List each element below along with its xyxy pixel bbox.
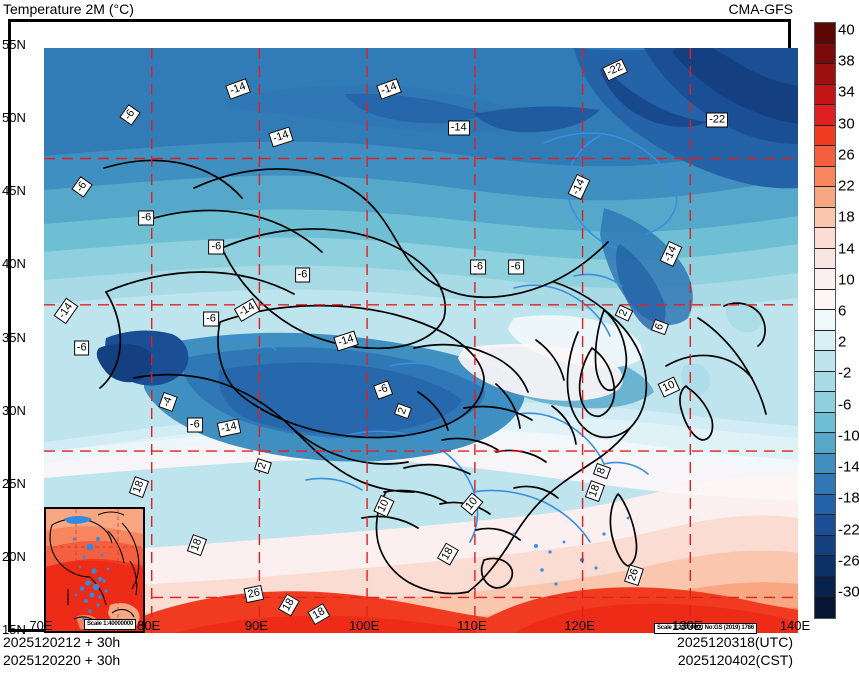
colorbar-tick: 30 bbox=[838, 115, 855, 133]
inset-scale-label: Scale 1:40000000 bbox=[84, 619, 137, 630]
colorbar-tick: -10 bbox=[838, 427, 859, 445]
contour-label: -6 bbox=[294, 267, 311, 283]
colorbar-band bbox=[815, 207, 835, 229]
lon-tick-100E: 100E bbox=[348, 618, 380, 633]
colorbar-band bbox=[815, 515, 835, 536]
colorbar-band bbox=[815, 310, 835, 331]
map-scale-label: Scale 1:20000000 No:GS (2019) 1786 bbox=[654, 623, 757, 634]
contour-label: -6 bbox=[186, 417, 203, 433]
contour-label: -22 bbox=[706, 112, 729, 128]
contour-label: -6 bbox=[208, 239, 225, 255]
colorbar-band bbox=[815, 146, 835, 167]
colorbar-band bbox=[815, 166, 835, 188]
colorbar-tick: 38 bbox=[838, 52, 855, 70]
lat-tick-30N: 30N bbox=[2, 402, 26, 418]
contour-label: 26 bbox=[243, 584, 265, 603]
colorbar-band bbox=[815, 392, 835, 413]
valid-time-cst-label: 2025120402(CST) bbox=[677, 652, 793, 668]
contour-label: -6 bbox=[73, 340, 90, 356]
colorbar-tick: 10 bbox=[838, 271, 855, 289]
colorbar-tick: 18 bbox=[838, 208, 855, 226]
colorbar-tick: 22 bbox=[838, 177, 855, 195]
valid-time-utc-label: 2025120318(UTC) bbox=[677, 634, 793, 650]
colorbar-band bbox=[815, 433, 835, 454]
init-time-utc-label: 2025120212 + 30h bbox=[3, 634, 121, 650]
colorbar-tick: 14 bbox=[838, 240, 855, 258]
contour-label: -6 bbox=[138, 210, 155, 226]
colorbar-band bbox=[815, 43, 835, 65]
lon-tick-70E: 70E bbox=[29, 618, 53, 633]
colorbar-tick: -26 bbox=[838, 552, 859, 570]
lon-tick-80E: 80E bbox=[137, 618, 161, 633]
contour-label: -6 bbox=[470, 259, 486, 275]
colorbar-band bbox=[815, 289, 835, 311]
colorbar-band bbox=[815, 187, 835, 208]
colorbar-tick: -2 bbox=[838, 364, 852, 382]
colorbar-band bbox=[815, 84, 835, 106]
colorbar-band bbox=[815, 494, 835, 516]
lat-tick-25N: 25N bbox=[2, 475, 26, 491]
colorbar-band bbox=[815, 269, 835, 290]
colorbar-band bbox=[815, 474, 835, 495]
colorbar-tick: 6 bbox=[838, 302, 847, 320]
colorbar-band bbox=[815, 105, 835, 126]
colorbar-band bbox=[815, 556, 835, 577]
colorbar-tick: -6 bbox=[838, 396, 852, 414]
colorbar-tick: -14 bbox=[838, 458, 859, 476]
colorbar-band bbox=[815, 330, 835, 352]
colorbar-band bbox=[815, 535, 835, 557]
colorbar-band bbox=[815, 371, 835, 393]
colorbar-band bbox=[815, 597, 835, 618]
colorbar-band bbox=[815, 576, 835, 598]
init-time-cst-label: 2025120220 + 30h bbox=[3, 652, 121, 668]
colorbar-tick: -30 bbox=[838, 583, 859, 601]
colorbar-band bbox=[815, 412, 835, 434]
lat-tick-20N: 20N bbox=[2, 548, 26, 564]
colorbar-tick: -18 bbox=[838, 489, 859, 507]
lon-tick-90E: 90E bbox=[244, 618, 268, 633]
colorbar-tick: 34 bbox=[838, 83, 855, 101]
lon-tick-110E: 110E bbox=[457, 618, 487, 633]
page-title: Temperature 2M (°C) bbox=[3, 1, 134, 17]
lon-tick-130E: 130E bbox=[672, 618, 703, 633]
lon-tick-120E: 120E bbox=[564, 618, 595, 633]
colorbar-tick: 26 bbox=[838, 146, 855, 164]
lat-tick-35N: 35N bbox=[2, 329, 26, 345]
inset-map: Scale 1:40000000 bbox=[44, 507, 145, 633]
colorbar-band bbox=[815, 248, 835, 270]
colorbar-band bbox=[815, 228, 835, 249]
map-plot-area[interactable]: -6 -6 -6 -14 -14 -14 -14 -22 -22 -14 -14 -6 -6 -6 -14-… bbox=[44, 48, 798, 633]
map-frame: -6 -6 -6 -14 -14 -14 -14 -22 -22 -14 -14 -6 -6 -6 -14-… bbox=[8, 19, 798, 634]
contour-label: -6 bbox=[507, 259, 524, 275]
lon-tick-140E: 140E bbox=[779, 618, 811, 633]
model-source-label: CMA-GFS bbox=[728, 1, 793, 17]
colorbar-tick-labels: 40 38 34 30 26 22 18 14 10 6 2 -2 -6 -10 -14 -18 -22 -26 -… bbox=[838, 22, 859, 619]
colorbar-band bbox=[815, 23, 835, 44]
colorbar-band bbox=[815, 351, 835, 372]
inset-map-graphic bbox=[46, 509, 143, 631]
colorbar-tick: 2 bbox=[838, 333, 847, 351]
colorbar-band bbox=[815, 453, 835, 475]
colorbar-tick: 40 bbox=[838, 21, 855, 39]
lat-tick-15N: 15N bbox=[2, 622, 26, 637]
colorbar-tick: -22 bbox=[838, 521, 859, 539]
contour-label: -14 bbox=[447, 120, 470, 136]
colorbar-band bbox=[815, 125, 835, 147]
lat-tick-50N: 50N bbox=[2, 110, 26, 126]
colorbar[interactable] bbox=[814, 22, 836, 619]
temperature-field-map bbox=[44, 48, 798, 633]
contour-label: -6 bbox=[203, 311, 219, 327]
lat-tick-55N: 55N bbox=[2, 37, 26, 52]
lat-tick-45N: 45N bbox=[2, 183, 26, 199]
lat-tick-40N: 40N bbox=[2, 256, 26, 272]
colorbar-band bbox=[815, 64, 835, 85]
